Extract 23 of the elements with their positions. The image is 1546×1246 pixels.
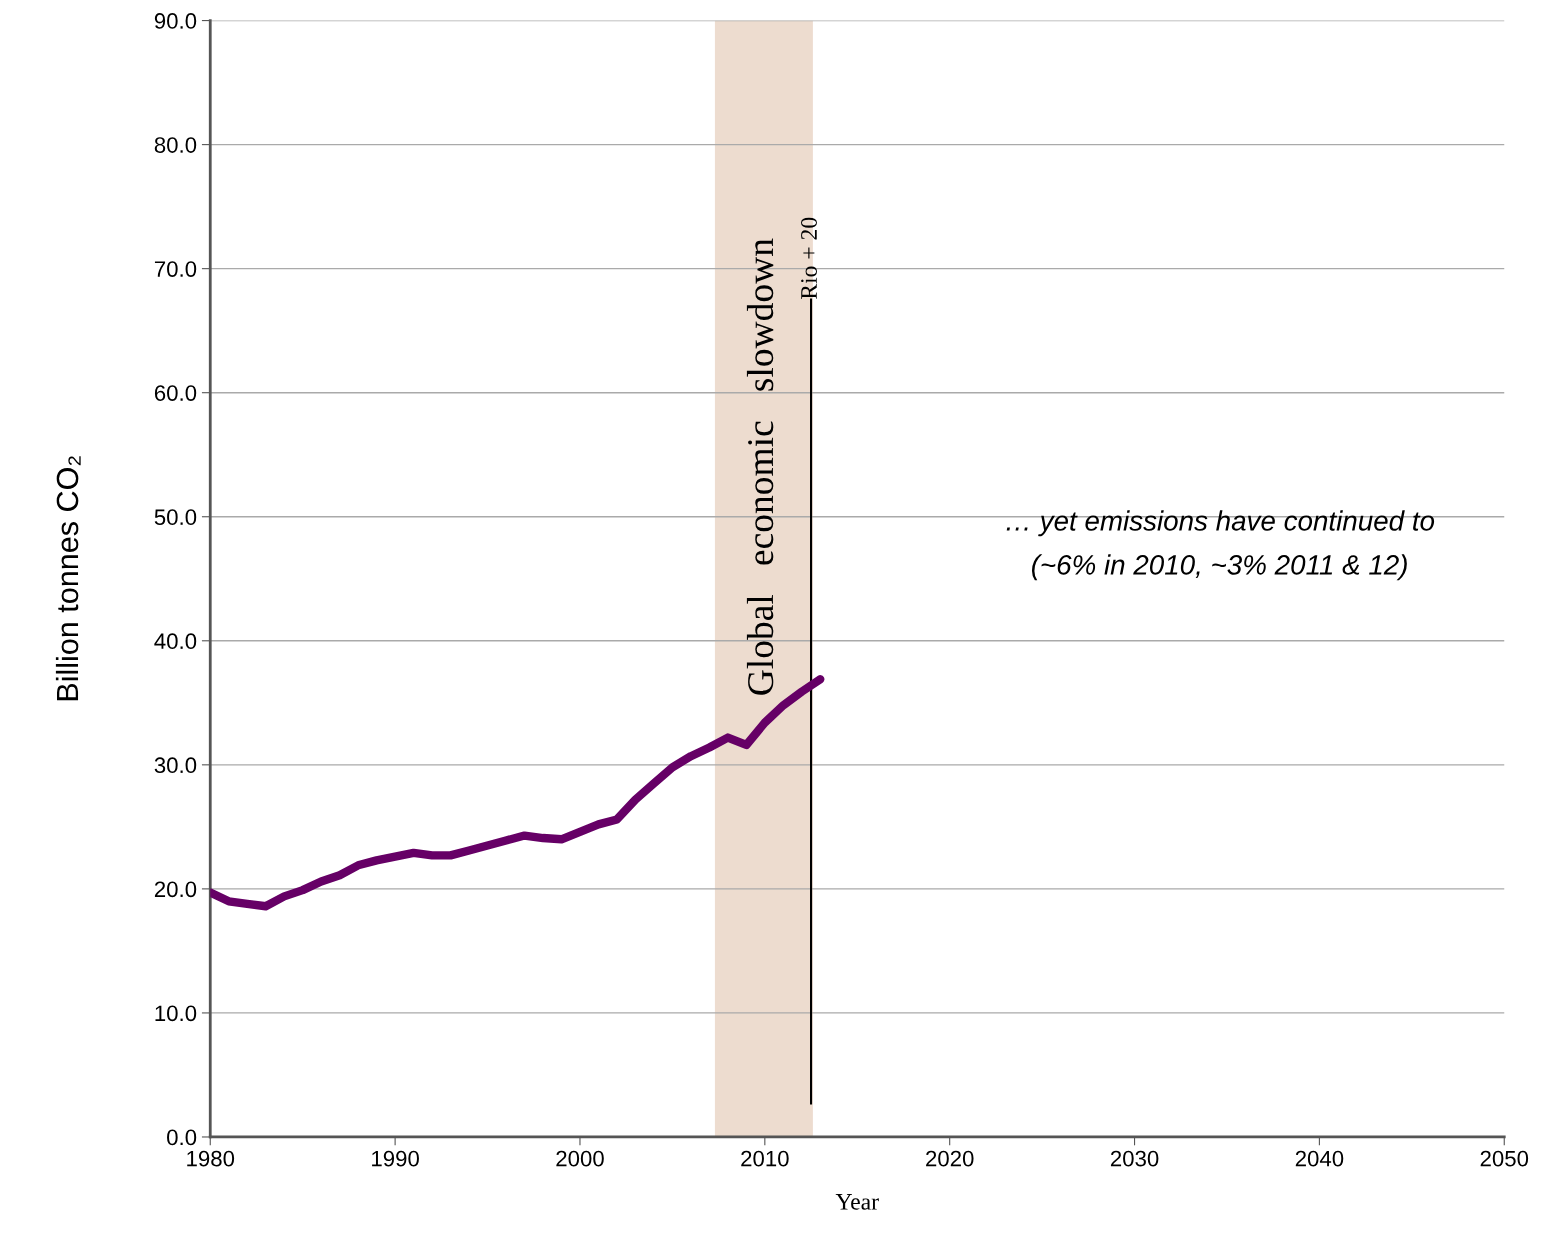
y-tick-label: 20.0	[154, 881, 197, 898]
y-tick-label: 0.0	[167, 1129, 197, 1146]
band-label: Global economic slowdown	[746, 238, 774, 695]
x-tick-label: 2020	[926, 1150, 974, 1167]
y-tick-label: 40.0	[154, 633, 197, 650]
y-tick-label: 60.0	[154, 385, 197, 401]
y-axis-title: Billion tonnes CO₂	[55, 456, 81, 701]
y-tick-label: 70.0	[154, 261, 197, 277]
y-tick-label: 90.0	[154, 13, 197, 29]
y-tick-label: 80.0	[154, 137, 197, 153]
x-tick-label: 2030	[1110, 1150, 1159, 1167]
y-tick-label: 30.0	[154, 757, 197, 774]
x-tick-label: 2010	[741, 1150, 789, 1167]
ref-line-label: Rio + 20	[801, 217, 817, 299]
x-tick-label: 1990	[372, 1150, 419, 1167]
x-tick-label: 2040	[1295, 1150, 1344, 1167]
y-tick-label: 50.0	[154, 509, 197, 526]
y-tick-label: 10.0	[155, 1005, 197, 1022]
x-axis-title: Year	[835, 1194, 879, 1210]
x-tick-label: 1980	[187, 1150, 235, 1167]
x-tick-label: 2000	[556, 1150, 604, 1167]
annotation: … yet emissions have continued to (~6% in 2010, ~3% 2011 & 12)	[1006, 510, 1435, 581]
x-tick-label: 2050	[1480, 1150, 1529, 1167]
